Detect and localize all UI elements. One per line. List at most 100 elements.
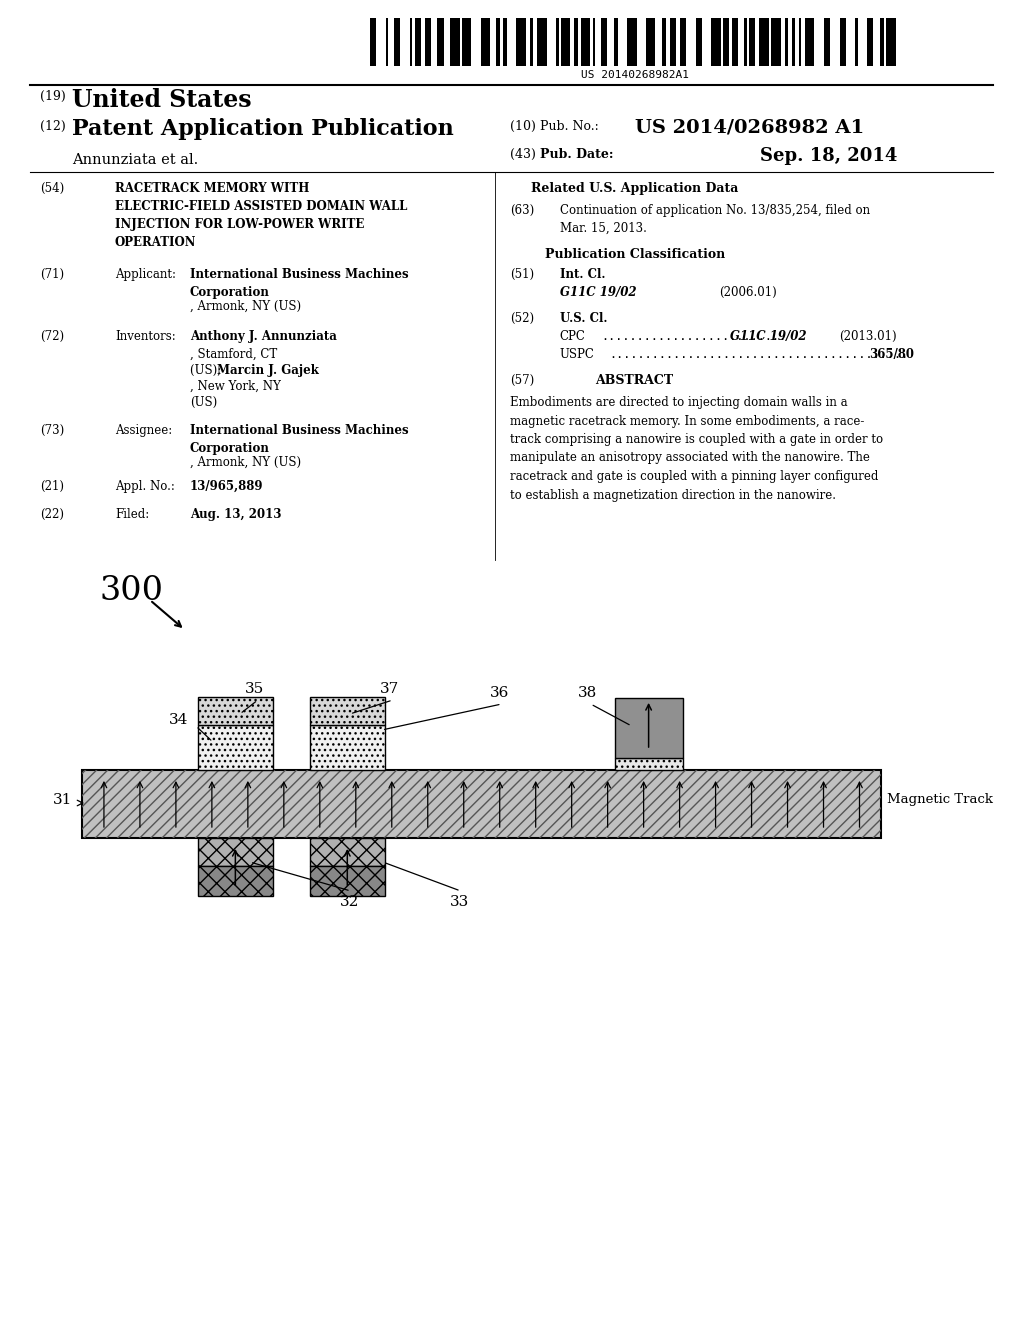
- Text: 31: 31: [52, 793, 72, 807]
- Text: (19): (19): [40, 90, 66, 103]
- Bar: [480, 18, 490, 66]
- Text: Inventors:: Inventors:: [115, 330, 176, 343]
- Text: Assignee:: Assignee:: [115, 424, 172, 437]
- Bar: [855, 18, 858, 66]
- Text: 300: 300: [100, 576, 164, 607]
- Text: , New York, NY: , New York, NY: [189, 380, 281, 393]
- Bar: [695, 18, 701, 66]
- Text: International Business Machines
Corporation: International Business Machines Corporat…: [189, 424, 409, 455]
- Bar: [415, 18, 421, 66]
- Text: Related U.S. Application Data: Related U.S. Application Data: [530, 182, 738, 195]
- Text: Filed:: Filed:: [115, 508, 150, 521]
- Bar: [529, 18, 534, 66]
- Text: (73): (73): [40, 424, 65, 437]
- Bar: [462, 18, 471, 66]
- Text: Aug. 13, 2013: Aug. 13, 2013: [189, 508, 282, 521]
- Text: (2013.01): (2013.01): [840, 330, 897, 343]
- Bar: [503, 18, 507, 66]
- Text: (US): (US): [189, 396, 217, 409]
- Text: USPC: USPC: [560, 348, 595, 360]
- Bar: [198, 838, 272, 866]
- Bar: [556, 18, 559, 66]
- Text: 32: 32: [340, 895, 359, 909]
- Bar: [561, 18, 570, 66]
- Bar: [198, 866, 272, 896]
- Bar: [732, 18, 738, 66]
- Bar: [410, 18, 413, 66]
- Text: , Armonk, NY (US): , Armonk, NY (US): [189, 455, 301, 469]
- Text: (57): (57): [510, 374, 534, 387]
- Text: (72): (72): [40, 330, 65, 343]
- Text: (2006.01): (2006.01): [720, 286, 777, 300]
- Text: Annunziata et al.: Annunziata et al.: [72, 153, 199, 168]
- Text: (22): (22): [40, 508, 63, 521]
- Bar: [437, 18, 443, 66]
- Text: Patent Application Publication: Patent Application Publication: [72, 117, 454, 140]
- Bar: [310, 697, 385, 725]
- Bar: [601, 18, 607, 66]
- Text: (21): (21): [40, 480, 63, 492]
- Text: , Stamford, CT: , Stamford, CT: [189, 348, 278, 360]
- Text: US 2014/0268982 A1: US 2014/0268982 A1: [635, 117, 864, 136]
- Bar: [886, 18, 896, 66]
- Bar: [451, 18, 460, 66]
- Bar: [662, 18, 666, 66]
- Bar: [82, 770, 882, 838]
- Text: United States: United States: [72, 88, 252, 112]
- Text: ..........................................: ........................................…: [609, 348, 909, 360]
- Bar: [198, 725, 272, 770]
- Text: Marcin J. Gajek: Marcin J. Gajek: [217, 364, 318, 378]
- Text: (10): (10): [510, 120, 536, 133]
- Bar: [840, 18, 846, 66]
- Bar: [771, 18, 780, 66]
- Text: Embodiments are directed to injecting domain walls in a
magnetic racetrack memor: Embodiments are directed to injecting do…: [510, 396, 883, 502]
- Bar: [425, 18, 431, 66]
- Bar: [793, 18, 795, 66]
- Text: International Business Machines
Corporation: International Business Machines Corporat…: [189, 268, 409, 300]
- Text: Anthony J. Annunziata: Anthony J. Annunziata: [189, 330, 337, 343]
- Text: 35: 35: [245, 682, 264, 696]
- Text: (63): (63): [510, 205, 534, 216]
- Bar: [385, 18, 388, 66]
- Text: U.S. Cl.: U.S. Cl.: [560, 312, 607, 325]
- Text: ..........................: ..........................: [602, 330, 786, 343]
- Bar: [310, 866, 385, 896]
- Bar: [497, 18, 501, 66]
- Text: Appl. No.:: Appl. No.:: [115, 480, 175, 492]
- Bar: [593, 18, 595, 66]
- Text: 34: 34: [169, 713, 187, 727]
- Text: 38: 38: [578, 686, 597, 700]
- Bar: [824, 18, 830, 66]
- Text: (43): (43): [510, 148, 536, 161]
- Bar: [712, 18, 721, 66]
- Text: (52): (52): [510, 312, 534, 325]
- Text: Int. Cl.: Int. Cl.: [560, 268, 605, 281]
- Bar: [744, 18, 746, 66]
- Text: (54): (54): [40, 182, 65, 195]
- Text: CPC: CPC: [560, 330, 586, 343]
- Bar: [867, 18, 873, 66]
- Bar: [750, 18, 756, 66]
- Bar: [82, 770, 882, 838]
- Text: Applicant:: Applicant:: [115, 268, 176, 281]
- Bar: [670, 18, 676, 66]
- Text: US 20140268982A1: US 20140268982A1: [581, 70, 688, 81]
- Bar: [627, 18, 637, 66]
- Text: G11C 19/02: G11C 19/02: [560, 286, 636, 300]
- Text: Magnetic Track: Magnetic Track: [888, 793, 993, 807]
- Bar: [784, 18, 788, 66]
- Text: Publication Classification: Publication Classification: [545, 248, 725, 261]
- Bar: [646, 18, 655, 66]
- Text: RACETRACK MEMORY WITH
ELECTRIC-FIELD ASSISTED DOMAIN WALL
INJECTION FOR LOW-POWE: RACETRACK MEMORY WITH ELECTRIC-FIELD ASS…: [115, 182, 408, 249]
- Bar: [805, 18, 814, 66]
- Text: ABSTRACT: ABSTRACT: [596, 374, 674, 387]
- Text: (US);: (US);: [189, 364, 225, 378]
- Text: 36: 36: [490, 686, 509, 700]
- Bar: [799, 18, 801, 66]
- Bar: [538, 18, 547, 66]
- Bar: [310, 838, 385, 866]
- Bar: [723, 18, 729, 66]
- Bar: [614, 698, 683, 758]
- Text: G11C 19/02: G11C 19/02: [729, 330, 806, 343]
- Text: , Armonk, NY (US): , Armonk, NY (US): [189, 300, 301, 313]
